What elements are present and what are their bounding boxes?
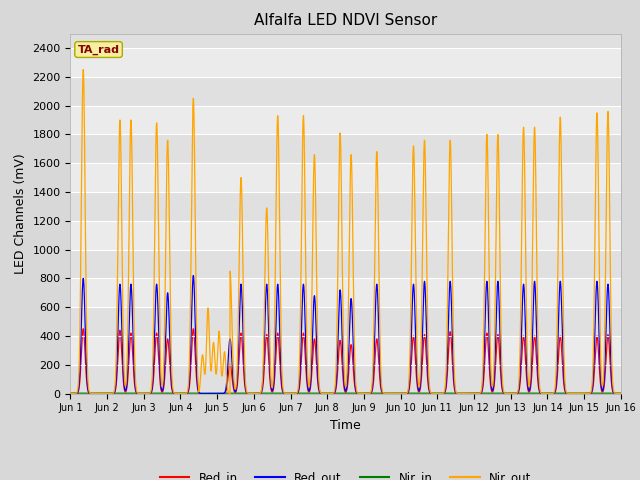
- Bar: [70, 365, 621, 394]
- Bar: [70, 307, 621, 336]
- Bar: [70, 48, 621, 77]
- Y-axis label: LED Channels (mV): LED Channels (mV): [14, 153, 27, 274]
- Bar: [70, 250, 621, 278]
- Bar: [70, 336, 621, 365]
- Text: TA_rad: TA_rad: [77, 44, 120, 55]
- X-axis label: Time: Time: [330, 419, 361, 432]
- Title: Alfalfa LED NDVI Sensor: Alfalfa LED NDVI Sensor: [254, 13, 437, 28]
- Legend: Red_in, Red_out, Nir_in, Nir_out: Red_in, Red_out, Nir_in, Nir_out: [155, 466, 536, 480]
- Bar: [70, 192, 621, 221]
- Bar: [70, 221, 621, 250]
- Bar: [70, 77, 621, 106]
- Bar: [70, 163, 621, 192]
- Bar: [70, 134, 621, 163]
- Bar: [70, 278, 621, 307]
- Bar: [70, 106, 621, 134]
